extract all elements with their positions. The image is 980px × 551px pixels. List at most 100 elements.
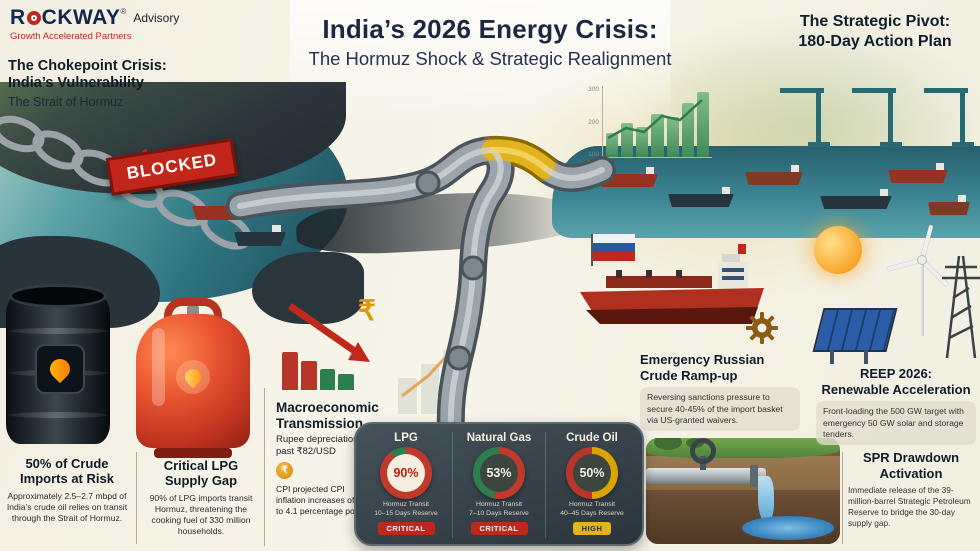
logo-text: R — [10, 6, 26, 29]
spr-title-line1: SPR Drawdown — [862, 450, 960, 465]
tanker-ship-icon — [888, 163, 948, 183]
faint-chart-icon — [398, 326, 463, 414]
tanker-ship-icon — [234, 225, 286, 246]
spr-body: Immediate release of the 39-million-barr… — [848, 485, 971, 528]
pivot-line2: 180-Day Action Plan — [798, 33, 952, 50]
status-badge: CRITICAL — [377, 521, 435, 535]
down-arrow-icon — [287, 303, 370, 362]
chokepoint-subtitle: The Strait of Hormuz — [8, 94, 124, 109]
gauge-natural-gas: Natural Gas 53% Hormuz Transit 7–10 Days… — [452, 432, 545, 538]
reep-body: Front-loading the 500 GW target with eme… — [816, 401, 976, 446]
main-subtitle: The Hormuz Shock & Strategic Realignment — [308, 48, 672, 69]
spr-title-line2: Activation — [879, 465, 943, 481]
spr-block: SPR Drawdown Activation Immediate releas… — [848, 450, 974, 529]
gauge-label: Natural Gas — [466, 432, 532, 444]
main-title: India’s 2026 Energy Crisis: — [322, 14, 658, 44]
tanker-ship-icon — [928, 195, 970, 215]
pivot-line1: The Strategic Pivot: — [799, 13, 951, 30]
tanker-ship-icon — [745, 165, 803, 185]
transmission-tower-icon — [942, 255, 980, 359]
reep-title-line1: REEP 2026: — [859, 366, 933, 381]
divider — [842, 452, 843, 544]
gear-icon — [746, 312, 778, 344]
flow-stream — [758, 476, 774, 522]
russian-flag-icon — [593, 234, 635, 261]
gauge-label: Crude Oil — [566, 432, 618, 444]
registered-mark: ® — [120, 7, 127, 16]
trend-up-line — [401, 342, 460, 398]
strait-of-hormuz-map: BLOCKED — [0, 82, 594, 328]
russian-body: Reversing sanctions pressure to secure 4… — [640, 387, 800, 432]
spr-cross-section-icon — [646, 438, 840, 544]
chokepoint-line2: India’s Vulnerability — [8, 75, 144, 92]
legend-swatch — [600, 160, 608, 168]
valve-icon — [690, 438, 716, 464]
macro-line2: CPI projected CPI inflation increases of… — [276, 484, 371, 517]
chokepoint-heading: The Chokepoint Crisis: India’s Vulnerabi… — [8, 58, 223, 109]
brand-logo: R CKWAY ® Advisory Growth Accelerated Pa… — [10, 6, 179, 42]
macro-title: Macroeconomic Transmission — [276, 400, 379, 432]
gauge-value: 53% — [486, 466, 512, 480]
lpg-gap-block: Critical LPG Supply Gap 90% of LPG impor… — [142, 458, 260, 537]
logo-target-icon — [26, 11, 41, 25]
port-cranes-icon — [778, 86, 980, 150]
reserve-gauge-panel: LPG 90% Hormuz Transit 10–15 Days Reserv… — [354, 422, 644, 546]
legend-swatch — [588, 160, 596, 168]
strategic-pivot-heading: The Strategic Pivot: 180-Day Action Plan — [775, 12, 975, 52]
lpg-cylinder-icon — [136, 298, 250, 460]
gauge-sublabel: Hormuz Transit 7–10 Days Reserve — [469, 501, 529, 517]
oil-drop-icon — [35, 344, 85, 394]
tanker-ship-icon — [820, 189, 892, 209]
lpg-gap-title: Critical LPG Supply Gap — [163, 458, 239, 489]
gauge-value: 90% — [393, 466, 419, 480]
gauge-sublabel: Hormuz Transit 40–45 Days Reserve — [560, 501, 624, 517]
sun-icon — [814, 226, 862, 274]
gauge-crude-oil: Crude Oil 50% Hormuz Transit 40–45 Days … — [545, 432, 638, 538]
chart-y-ticks: 300 200 100 — [588, 86, 599, 158]
macro-bars — [282, 324, 354, 390]
status-badge: HIGH — [572, 521, 612, 535]
gauge-label: LPG — [394, 432, 418, 444]
chart-trend-line — [607, 99, 703, 140]
crude-risk-title: 50% of Crude Imports at Risk — [20, 456, 114, 487]
gauge-ring-icon: 90% — [380, 447, 432, 499]
crude-risk-block: 50% of Crude Imports at Risk Approximate… — [2, 456, 132, 524]
lpg-gap-body: 90% of LPG imports transit Hormuz, threa… — [149, 492, 253, 537]
crude-risk-body: Approximately 2.5–2.7 mbpd of India’s cr… — [6, 490, 128, 523]
russian-crude-tanker-icon — [580, 234, 764, 324]
renewables-illustration — [812, 222, 980, 370]
rupee-symbol: ₹ — [358, 295, 376, 326]
reserve-pool — [742, 516, 834, 540]
flame-icon — [176, 360, 210, 394]
trend-down-chart-icon: ₹ — [282, 295, 388, 392]
chokepoint-line1: The Chokepoint Crisis: — [8, 58, 167, 74]
macro-line1: Rupee depreciation past ₹82/USD — [276, 434, 359, 458]
reep-title-line2: Renewable Acceleration — [821, 381, 971, 397]
tanker-ship-icon — [192, 199, 250, 220]
wind-turbine-icon — [920, 260, 924, 336]
reep-block: REEP 2026: Renewable Acceleration Front-… — [816, 366, 976, 446]
russian-crude-block: Emergency Russian Crude Ramp-up Reversin… — [640, 352, 800, 432]
tanker-ship-icon — [668, 187, 734, 207]
divider — [136, 452, 137, 544]
russian-title-line1: Emergency Russian — [640, 352, 765, 367]
logo-tagline: Growth Accelerated Partners — [10, 31, 132, 42]
growth-chart: 300 200 100 — [584, 86, 712, 158]
gauge-lpg: LPG 90% Hormuz Transit 10–15 Days Reserv… — [360, 432, 452, 538]
gauge-ring-icon: 53% — [473, 447, 525, 499]
rupee-coin-icon: ₹ — [276, 462, 293, 479]
divider — [264, 388, 265, 546]
solar-panel-icon — [812, 308, 898, 352]
gauge-ring-icon: 50% — [566, 447, 618, 499]
landmass-east — [252, 252, 364, 324]
pipe-icon — [646, 468, 766, 484]
russian-title-line2: Crude Ramp-up — [640, 367, 738, 383]
logo-text: CKWAY — [41, 6, 121, 29]
oil-barrel-icon — [6, 284, 110, 448]
status-badge: CRITICAL — [470, 521, 528, 535]
harbor-water-illustration — [552, 146, 980, 238]
gauge-value: 50% — [579, 466, 605, 480]
tanker-ship-icon — [598, 167, 658, 187]
logo-suffix: Advisory — [133, 11, 180, 25]
